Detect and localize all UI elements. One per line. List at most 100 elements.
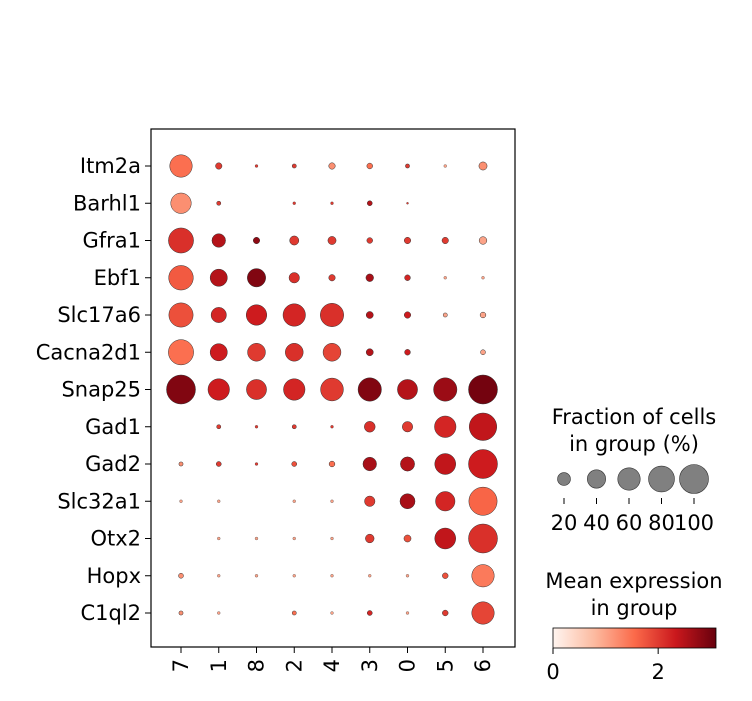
dot-mark: [405, 574, 410, 578]
dot-mark: [178, 610, 184, 616]
colorbar-tick-label: 0: [546, 660, 559, 684]
dot-mark: [168, 302, 194, 328]
size-legend-label: 60: [616, 511, 643, 535]
gene-label: Ebf1: [94, 266, 141, 290]
dot-mark: [216, 424, 222, 430]
color-legend-title-line2: in group: [591, 596, 678, 620]
dot-mark: [403, 534, 412, 543]
size-legend-label: 40: [583, 511, 610, 535]
dot-mark: [404, 349, 411, 356]
dot-mark: [366, 200, 373, 207]
gene-label: Slc17a6: [57, 303, 141, 327]
dot-mark: [166, 374, 196, 405]
dot-mark: [322, 343, 342, 362]
dot-mark: [468, 486, 498, 516]
size-legend-dot: [648, 465, 675, 493]
dot-mark: [215, 162, 223, 170]
dot-mark: [330, 536, 334, 541]
dot-mark: [357, 377, 382, 402]
dot-mark: [292, 574, 296, 578]
gene-label: Itm2a: [80, 154, 141, 178]
dot-mark: [291, 461, 298, 467]
dot-mark: [365, 311, 374, 319]
dot-mark: [443, 164, 447, 168]
dot-mark: [330, 574, 334, 578]
dot-mark: [365, 348, 374, 357]
group-label: 2: [282, 659, 306, 672]
dot-mark: [210, 307, 227, 323]
size-legend-title-line1: Fraction of cells: [552, 405, 717, 429]
dot-mark: [366, 162, 373, 170]
dot-mark: [245, 304, 268, 326]
size-legend-dot: [557, 472, 571, 486]
dot-mark: [399, 493, 416, 510]
group-label: 4: [320, 659, 344, 672]
dot-mark: [178, 461, 184, 467]
dot-mark: [285, 343, 304, 362]
dot-mark: [364, 421, 376, 433]
size-legend-dot: [679, 464, 709, 494]
group-label: 0: [396, 659, 420, 672]
dot-mark: [397, 379, 418, 400]
gene-label: Hopx: [87, 564, 141, 588]
gene-label: C1ql2: [80, 601, 141, 625]
dot-mark: [246, 379, 267, 400]
dot-mark: [406, 202, 409, 205]
dot-mark: [328, 162, 336, 170]
dot-mark: [404, 274, 411, 281]
group-label: 1: [207, 659, 231, 672]
dot-mark: [368, 574, 372, 578]
dot-mark: [168, 227, 194, 254]
dot-mark: [468, 374, 498, 405]
dot-mark: [402, 421, 413, 433]
dot-mark: [215, 461, 222, 467]
gene-label: Gfra1: [82, 229, 141, 253]
gene-label: Slc32a1: [57, 489, 141, 513]
dot-mark: [217, 574, 221, 578]
dot-mark: [289, 235, 300, 246]
dot-mark: [169, 154, 193, 178]
dot-mark: [405, 163, 410, 169]
dot-mark: [320, 303, 344, 327]
size-legend-dot: [587, 469, 606, 489]
dot-mark: [291, 424, 297, 430]
dot-mark: [288, 272, 300, 284]
dot-mark: [330, 201, 334, 205]
size-legend-title-line2: in group (%): [569, 432, 699, 456]
dot-mark: [471, 564, 495, 588]
dot-mark: [479, 311, 487, 319]
gene-axis: Itm2a Barhl1 Gfra1 Ebf1 Slc17a6 Cacna2d1 Snap2…: [36, 154, 151, 625]
dot-mark: [433, 377, 458, 402]
colorbar-tick-label: 2: [651, 660, 664, 684]
dot-mark: [435, 491, 456, 512]
dot-mark: [283, 378, 306, 401]
dot-mark: [254, 462, 259, 466]
dot-mark: [291, 610, 297, 616]
dot-mark: [254, 536, 259, 541]
group-label: 8: [245, 659, 269, 672]
dot-mark: [282, 303, 306, 327]
dot-mark: [478, 161, 488, 171]
dot-mark: [320, 377, 344, 402]
dot-mark: [292, 201, 296, 205]
dot-mark: [441, 237, 449, 244]
color-legend-title-line1: Mean expression: [545, 569, 722, 593]
dot-mark: [442, 312, 448, 318]
gene-label: Barhl1: [73, 191, 141, 215]
dot-marks: [166, 154, 498, 625]
dot-mark: [365, 533, 375, 544]
plot-frame: [150, 128, 516, 648]
size-legend: Fraction of cells in group (%) 20 40 60 80 1…: [551, 405, 717, 535]
dot-mark: [168, 339, 194, 366]
dot-mark: [366, 237, 373, 244]
dot-mark: [404, 311, 411, 319]
dot-mark: [217, 611, 221, 615]
dot-mark: [434, 415, 457, 438]
dot-mark: [217, 499, 221, 503]
dot-mark: [330, 499, 334, 503]
dot-mark: [247, 343, 266, 362]
dot-mark: [468, 523, 498, 554]
size-legend-label: 20: [551, 511, 578, 535]
dot-mark: [254, 425, 259, 429]
group-label: 3: [358, 659, 382, 672]
